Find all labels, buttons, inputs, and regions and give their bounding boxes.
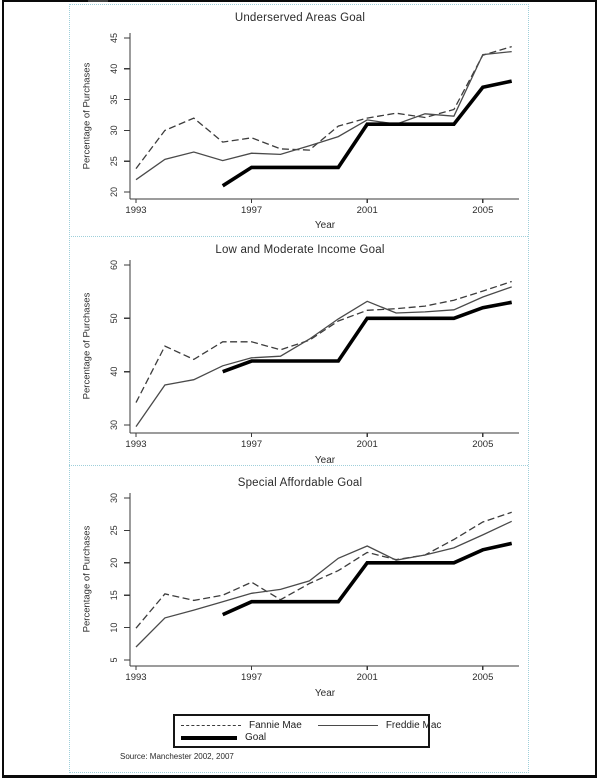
y-tick-label: 20	[109, 187, 119, 197]
series-freddie-mac	[135, 50, 512, 181]
legend-label-goal: Goal	[245, 732, 267, 744]
chart-title-special-affordable: Special Affordable Goal	[237, 477, 363, 489]
y-tick-label: 50	[109, 313, 119, 323]
x-axis-label-special-affordable: Year	[314, 688, 336, 699]
series-goal	[221, 541, 513, 617]
x-tick-label: 2005	[472, 439, 493, 450]
y-tick-label: 30	[109, 420, 119, 430]
chart-panel-1: 30 40 50 60 1993 1997 2001 2005	[109, 260, 519, 450]
y-tick-label: 30	[109, 493, 119, 503]
y-tick-label: 20	[109, 558, 119, 568]
x-tick-label: 1997	[241, 205, 262, 216]
y-tick-label: 25	[109, 525, 119, 535]
y-tick-label: 5	[109, 657, 119, 662]
legend-dashed-line-sample	[181, 724, 241, 726]
panel-divider-1	[69, 236, 528, 237]
series-fannie-mae	[135, 280, 512, 403]
y-tick-label: 15	[109, 590, 119, 600]
legend-row-2: Goal	[181, 732, 422, 745]
y-tick-label: 35	[109, 95, 119, 105]
y-tick-label: 45	[109, 33, 119, 43]
y-tick-label: 30	[109, 125, 119, 135]
panel-divider-2	[69, 465, 528, 466]
x-tick-label: 2005	[472, 205, 493, 216]
x-tick-label: 2005	[472, 672, 493, 683]
chart-panel-0: 20 25 30 35 40 45 1993 1997 2001 2005	[109, 33, 519, 216]
series-goal	[221, 79, 513, 188]
y-tick-label: 10	[109, 623, 119, 633]
x-tick-label: 2001	[357, 672, 378, 683]
x-tick-label: 1993	[125, 439, 146, 450]
chart-panel-2: 5 10 15 20 25 30 1993 1997 2001 2005	[109, 493, 519, 683]
series-fannie-mae	[135, 511, 512, 629]
inner-dotted-frame	[69, 4, 529, 773]
legend-thick-line-sample	[181, 735, 237, 740]
cropped-caption-fragment	[88, 0, 108, 2]
series-freddie-mac	[135, 286, 512, 427]
y-tick-label: 25	[109, 156, 119, 166]
x-tick-label: 2001	[357, 439, 378, 450]
legend-row-1: Fannie Mae Freddie Mac	[181, 719, 441, 732]
chart-title-underserved: Underserved Areas Goal	[234, 12, 366, 24]
y-tick-label: 40	[109, 64, 119, 74]
x-tick-label: 1997	[241, 672, 262, 683]
series-freddie-mac	[135, 520, 512, 648]
legend: Fannie Mae Freddie Mac Goal	[173, 714, 441, 748]
chart-title-low-moderate: Low and Moderate Income Goal	[215, 244, 385, 256]
x-axis-label-low-moderate: Year	[314, 455, 336, 466]
x-axis-label-underserved: Year	[314, 220, 336, 231]
series-fannie-mae	[135, 45, 512, 169]
x-tick-label: 1993	[125, 672, 146, 683]
legend-solid-line-sample	[317, 724, 378, 726]
x-tick-label: 2001	[357, 205, 378, 216]
y-tick-label: 60	[109, 260, 119, 270]
legend-label-freddie-mac: Freddie Mac	[385, 719, 442, 731]
source-note: Source: Manchester 2002, 2007	[120, 752, 234, 761]
x-tick-label: 1997	[241, 439, 262, 450]
legend-label-fannie-mae: Fannie Mae	[249, 719, 302, 731]
y-tick-label: 40	[109, 367, 119, 377]
series-goal	[222, 300, 513, 374]
x-tick-label: 1993	[125, 205, 146, 216]
